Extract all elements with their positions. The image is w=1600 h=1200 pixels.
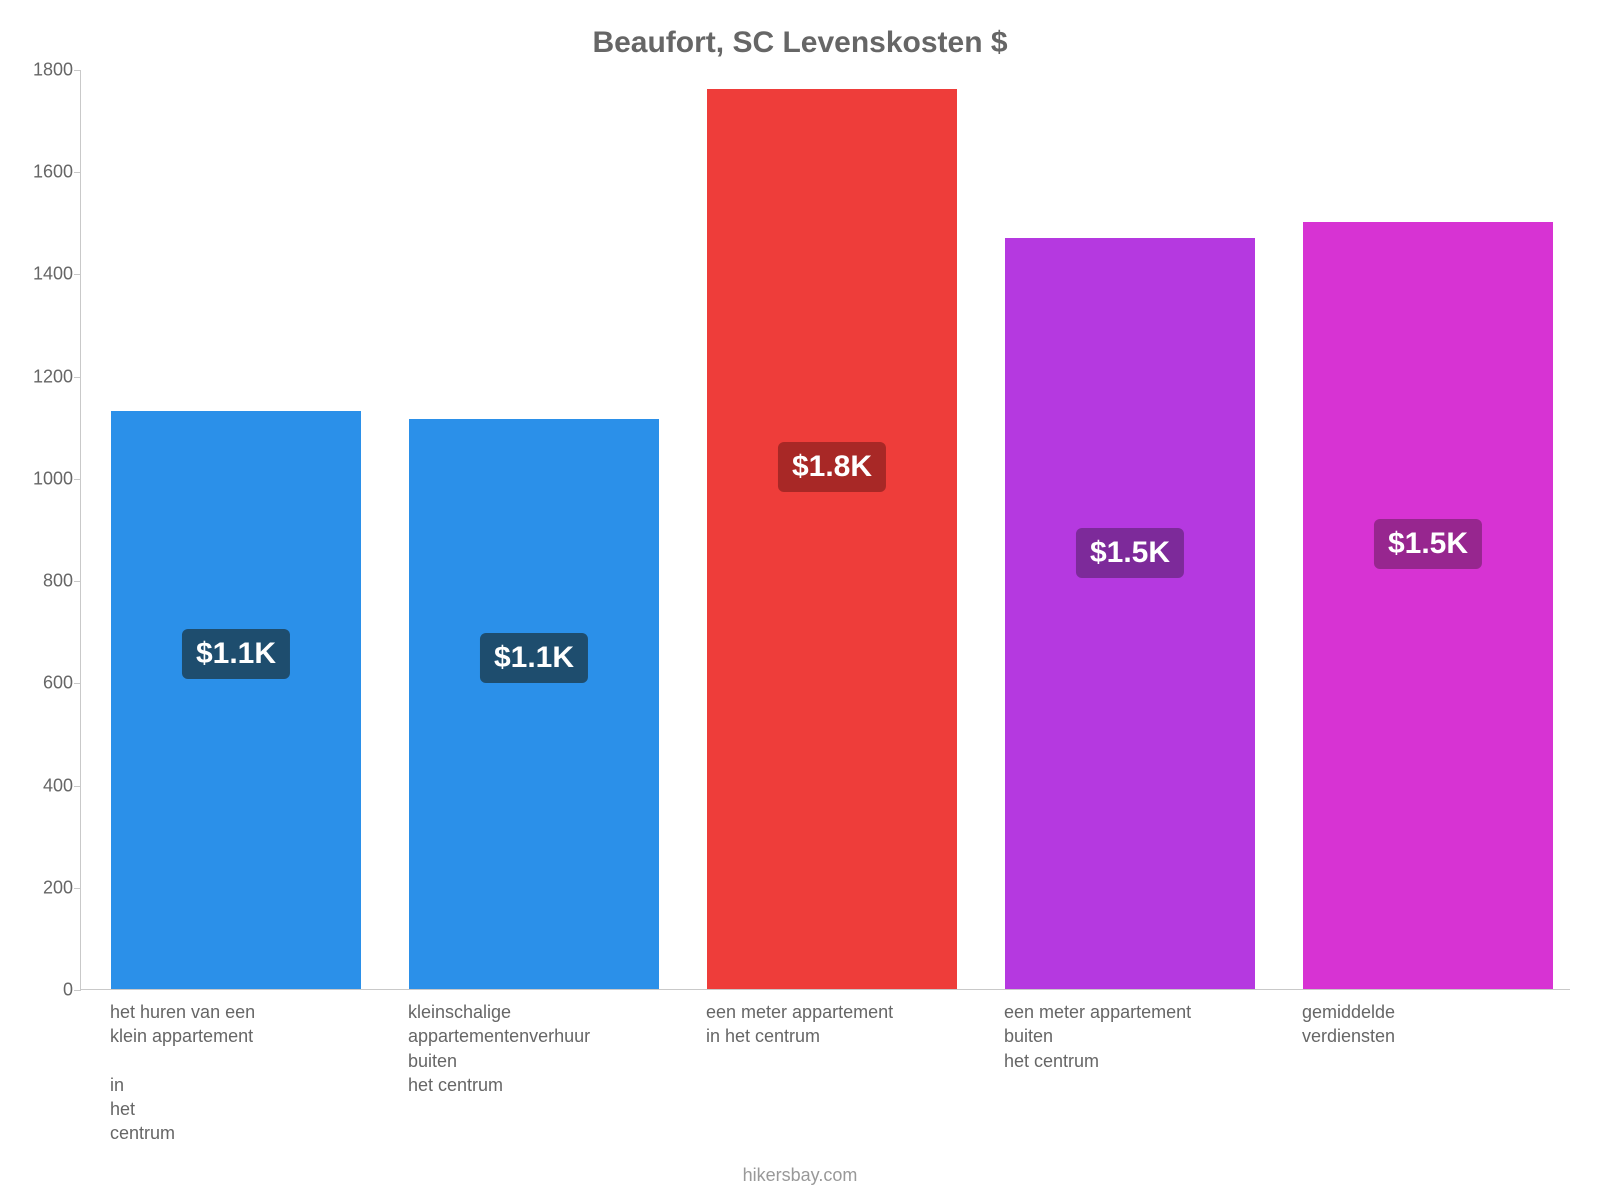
y-tick-mark xyxy=(74,990,81,991)
bar-value-badge: $1.5K xyxy=(1374,519,1482,569)
x-tick-label: een meter appartement buiten het centrum xyxy=(1004,1000,1191,1073)
bar: $1.5K xyxy=(1303,222,1553,989)
x-tick-label: een meter appartement in het centrum xyxy=(706,1000,893,1049)
y-tick-label: 800 xyxy=(25,571,73,592)
bar: $1.8K xyxy=(707,89,957,989)
bar-value-badge: $1.1K xyxy=(182,629,290,679)
y-tick-mark xyxy=(74,786,81,787)
bars-layer: $1.1K $1.1K $1.8K $1.5K $1.5K xyxy=(81,70,1570,989)
y-tick-mark xyxy=(74,683,81,684)
bar-value-badge: $1.5K xyxy=(1076,528,1184,578)
chart-title: Beaufort, SC Levenskosten $ xyxy=(0,26,1600,60)
y-tick-label: 600 xyxy=(25,673,73,694)
cost-of-living-chart: Beaufort, SC Levenskosten $ $1.1K$1.1K$1… xyxy=(0,0,1600,1200)
y-tick-label: 400 xyxy=(25,775,73,796)
y-tick-mark xyxy=(74,377,81,378)
y-tick-mark xyxy=(74,172,81,173)
plot-area: $1.1K$1.1K$1.8K$1.5K$1.5K 02004006008001… xyxy=(80,70,1570,990)
y-tick-label: 1600 xyxy=(25,162,73,183)
x-tick-label: kleinschalige appartementenverhuur buite… xyxy=(408,1000,590,1097)
y-tick-mark xyxy=(74,888,81,889)
y-tick-mark xyxy=(74,581,81,582)
y-tick-label: 0 xyxy=(25,980,73,1001)
bar-value-badge: $1.1K xyxy=(480,633,588,683)
chart-footer: hikersbay.com xyxy=(0,1165,1600,1186)
bar-value-badge: $1.8K xyxy=(778,442,886,492)
y-tick-label: 1000 xyxy=(25,468,73,489)
y-tick-mark xyxy=(74,70,81,71)
x-tick-label: gemiddelde verdiensten xyxy=(1302,1000,1395,1049)
y-tick-label: 1200 xyxy=(25,366,73,387)
y-tick-mark xyxy=(74,479,81,480)
y-tick-mark xyxy=(74,274,81,275)
x-tick-label: het huren van een klein appartement in h… xyxy=(110,1000,255,1146)
bar: $1.5K xyxy=(1005,238,1255,989)
bar: $1.1K xyxy=(409,419,659,989)
y-tick-label: 1400 xyxy=(25,264,73,285)
y-tick-label: 1800 xyxy=(25,60,73,81)
bar: $1.1K xyxy=(111,411,361,989)
y-tick-label: 200 xyxy=(25,877,73,898)
